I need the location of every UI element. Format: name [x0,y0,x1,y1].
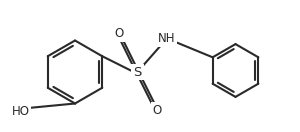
Text: S: S [133,65,142,79]
Text: NH: NH [158,32,175,46]
Text: O: O [114,27,123,40]
Text: O: O [152,104,161,117]
Text: HO: HO [11,105,29,118]
